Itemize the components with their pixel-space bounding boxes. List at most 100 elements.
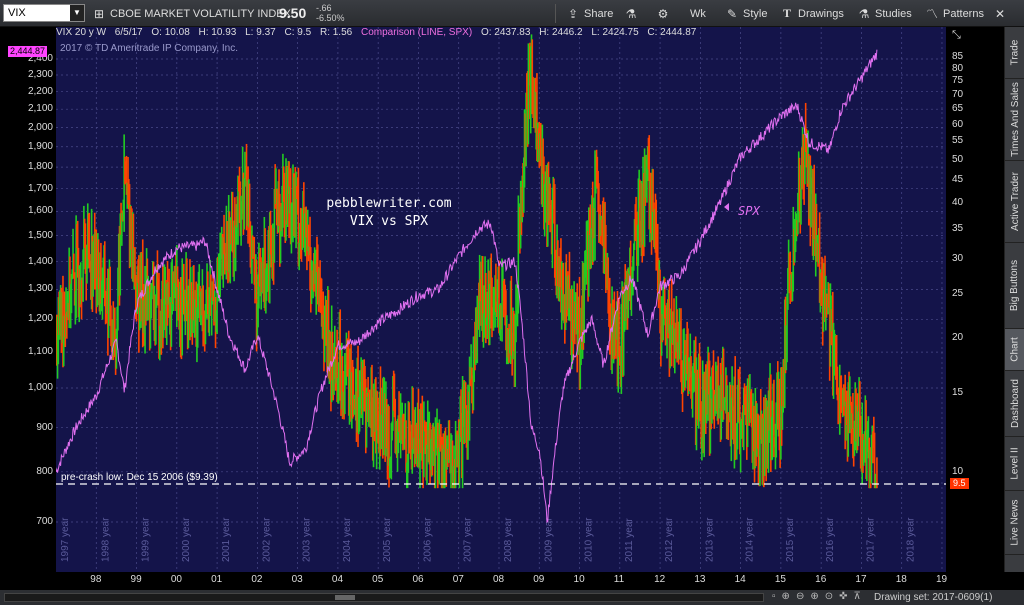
spx-axis-tick: 1,200 (27, 313, 53, 325)
spx-axis-tick: 1,500 (27, 229, 53, 241)
x-axis-tick: 17 (855, 574, 867, 585)
drawing-set-label: Drawing set: 2017-0609(1) (874, 592, 993, 603)
vix-price-axis[interactable]: ⤡ 85 80 75 70 65 60 55 50 45 40 35 30 25 20 15 10 (946, 27, 1004, 572)
toolbar-divider (555, 4, 556, 23)
cmp-low: L: 2424.75 (591, 27, 639, 38)
spx-axis-tick: 2,000 (27, 121, 53, 133)
vertical-year-label: 1998 year (100, 517, 111, 562)
side-tab-active-trader[interactable]: Active Trader (1005, 161, 1024, 243)
x-axis-tick: 14 (734, 574, 746, 585)
vix-axis-tick: 80 (952, 62, 964, 74)
spx-axis-tick: 700 (36, 516, 53, 527)
share-icon: ⇪ (567, 6, 579, 21)
drawings-label: Drawings (798, 7, 844, 20)
expand-icon[interactable]: ⤡ (952, 29, 961, 41)
vertical-year-label: 2014 year (745, 517, 756, 562)
vertical-year-label: 2009 year (543, 517, 554, 562)
side-tab-big-buttons[interactable]: Big Buttons (1005, 243, 1024, 329)
flask-button[interactable]: ⚗ (624, 0, 638, 27)
spx-arrow-icon (724, 203, 729, 211)
side-tab-trade[interactable]: Trade (1005, 27, 1024, 79)
x-axis-tick: 04 (331, 574, 344, 585)
side-tab-dashboard[interactable]: Dashboard (1005, 371, 1024, 437)
x-axis-tick: 98 (90, 574, 102, 585)
zoom-reset-icon[interactable]: ⊙ (824, 591, 840, 602)
settings-button[interactable]: ⚙ (656, 0, 670, 27)
x-axis-tick: 05 (372, 574, 384, 585)
bar-range: R: 1.56 (319, 27, 353, 38)
vertical-year-label: 2000 year (181, 517, 192, 562)
zoom-controls: ▫⊕⊖⊕⊙✜⊼ (772, 591, 867, 602)
share-button[interactable]: ⇪ Share (566, 0, 613, 27)
vix-axis-tick: 20 (952, 331, 964, 343)
zoom-out-icon[interactable]: ▫ (772, 591, 782, 602)
pre-crash-low-label: pre-crash low: Dec 15 2006 ($9.39) (61, 472, 218, 483)
vertical-year-label: 2007 year (463, 517, 474, 562)
x-axis-tick: 07 (452, 574, 464, 585)
vertical-year-label: 2012 year (664, 517, 675, 562)
vertical-year-label: 2003 year (302, 517, 313, 562)
change-value: -.66 (316, 3, 332, 13)
zoom-in-icon[interactable]: ⊖ (795, 591, 811, 602)
side-tab-label: Dashboard (1009, 379, 1021, 428)
patterns-button[interactable]: 〽 Patterns (925, 0, 984, 27)
vix-axis-tick: 50 (952, 153, 964, 165)
symbol-description: CBOE MARKET VOLATILITY INDEX (104, 0, 291, 27)
spx-price-axis[interactable]: 2,400 2,300 2,200 2,100 2,000 1,900 1,800 1,700… (0, 27, 56, 572)
vix-axis-tick: 55 (952, 135, 964, 147)
vertical-year-label: 2018 year (906, 517, 917, 562)
style-icon: ✎ (726, 6, 738, 21)
status-bar: ▫⊕⊖⊕⊙✜⊼ Drawing set: 2017-0609(1) (0, 590, 1024, 605)
close-button[interactable]: ✕ (993, 0, 1007, 27)
pan-icon[interactable]: ⊕ (781, 591, 796, 602)
change-percent: -6.50% (316, 13, 345, 23)
scrollbar-thumb[interactable] (335, 595, 355, 600)
symbol-dropdown-icon[interactable]: ▼ (70, 5, 84, 21)
side-tab-live-news[interactable]: Live News (1005, 491, 1024, 555)
x-axis-tick: 06 (412, 574, 424, 585)
side-panel-tabs: Trade Times And Sales Active Trader Big But… (1004, 27, 1024, 572)
vix-axis-tick: 10 (952, 466, 964, 477)
vertical-year-label: 2008 year (503, 517, 514, 562)
cursor-icon[interactable]: ✜ (839, 591, 854, 602)
bar-open: O: 10.08 (151, 27, 190, 38)
chart-plot[interactable]: 1997 year 1998 year 1999 year 2000 year 2001… (56, 27, 946, 572)
drawing-icon[interactable]: ⊼ (853, 591, 867, 602)
symbol-search-icon[interactable]: ⊞ (93, 6, 105, 21)
side-tab-chart[interactable]: Chart (1005, 329, 1024, 371)
studies-label: Studies (875, 7, 912, 20)
vertical-year-label: 1999 year (141, 517, 152, 562)
side-tab-level-ii[interactable]: Level II (1005, 437, 1024, 491)
drawings-button[interactable]: T Drawings (780, 0, 844, 27)
spx-axis-tick: 1,900 (27, 140, 53, 152)
symbol-input[interactable]: VIX (3, 4, 85, 22)
spx-price-badge: 2,444.87 (8, 46, 48, 57)
chart-scrollbar[interactable] (4, 593, 764, 602)
time-axis[interactable]: 98 99 00 01 02 03 04 05 06 07 08 09 10 11 12 13 14 15 16 17… (56, 572, 947, 590)
cmp-close: C: 2444.87 (647, 27, 697, 38)
x-axis-tick: 01 (211, 574, 223, 585)
vertical-year-label: 2015 year (785, 517, 796, 562)
price-info-line: VIX 20 y W 6/5/17 O: 10.08 H: 10.93 L: 9… (56, 27, 946, 41)
x-axis-tick: 03 (291, 574, 303, 585)
vix-price-badge: 9.5 (950, 478, 969, 489)
vertical-year-label: 2017 year (865, 517, 876, 562)
timeframe-button[interactable]: Wk (690, 0, 706, 27)
x-axis-tick: 09 (533, 574, 545, 585)
drawings-icon: T (782, 6, 791, 20)
x-axis-tick: 15 (774, 574, 786, 585)
zoom-fit-icon[interactable]: ⊕ (810, 591, 825, 602)
vix-axis-tick: 15 (952, 387, 964, 399)
vertical-year-label: 2002 year (261, 517, 272, 562)
studies-button[interactable]: ⚗ Studies (857, 0, 912, 27)
spx-axis-tick: 2,300 (27, 68, 53, 80)
spx-axis-tick: 2,100 (27, 103, 53, 115)
side-tab-label: Level II (1009, 447, 1021, 480)
spx-axis-tick: 800 (36, 465, 53, 477)
side-tab-times-and-sales[interactable]: Times And Sales (1005, 79, 1024, 161)
style-label: Style (743, 7, 768, 20)
cmp-high: H: 2446.2 (539, 27, 583, 38)
style-button[interactable]: ✎ Style (725, 0, 768, 27)
plot-background (56, 27, 946, 572)
vix-axis-tick: 60 (952, 118, 964, 130)
